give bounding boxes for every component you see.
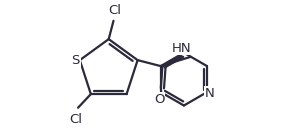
Text: S: S [72, 54, 80, 67]
Text: HN: HN [172, 42, 191, 54]
Text: Cl: Cl [108, 4, 121, 17]
Text: O: O [154, 93, 164, 106]
Text: N: N [205, 87, 214, 100]
Text: Cl: Cl [69, 113, 82, 125]
